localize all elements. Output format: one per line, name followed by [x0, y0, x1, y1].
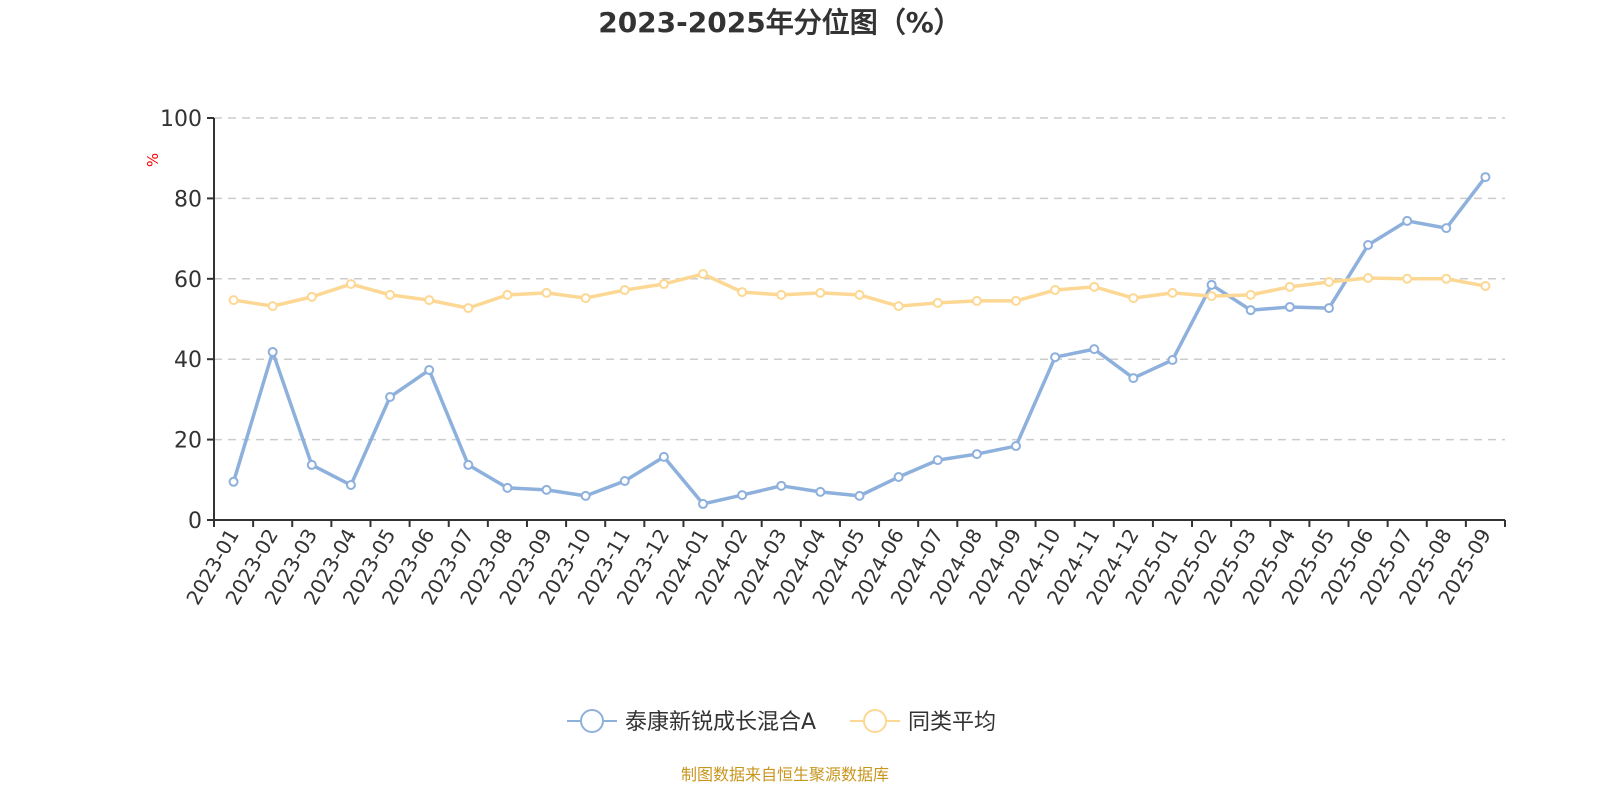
data-point	[502, 289, 513, 300]
legend-label: 同类平均	[908, 710, 996, 735]
data-point	[1167, 355, 1178, 366]
legend-marker	[863, 709, 887, 733]
data-point	[815, 486, 826, 497]
data-point	[1402, 215, 1413, 226]
y-tick-label: 80	[174, 187, 202, 212]
data-point	[541, 484, 552, 495]
data-point	[932, 455, 943, 466]
y-tick-label: 100	[160, 107, 202, 132]
y-tick-label: 20	[174, 429, 202, 454]
data-point	[893, 471, 904, 482]
legend-marker	[580, 709, 604, 733]
data-point	[698, 268, 709, 279]
data-point	[345, 480, 356, 491]
y-tick-label: 0	[188, 509, 202, 534]
data-point	[1245, 289, 1256, 300]
data-point	[580, 490, 591, 501]
data-point	[971, 449, 982, 460]
data-point	[1480, 172, 1491, 183]
data-point	[658, 451, 669, 462]
data-point	[932, 297, 943, 308]
data-point	[1206, 291, 1217, 302]
data-point	[776, 480, 787, 491]
data-point	[385, 289, 396, 300]
data-point	[228, 476, 239, 487]
data-point	[1402, 273, 1413, 284]
data-point	[854, 490, 865, 501]
data-point	[619, 476, 630, 487]
data-point	[1323, 303, 1334, 314]
data-point	[1441, 273, 1452, 284]
data-point	[737, 490, 748, 501]
data-point	[1167, 287, 1178, 298]
source-note: 制图数据来自恒生聚源数据库	[681, 765, 889, 784]
data-point	[776, 289, 787, 300]
data-point	[1010, 441, 1021, 452]
chart-title: 2023-2025年分位图（%）	[598, 6, 962, 39]
data-point	[1050, 352, 1061, 363]
data-point	[1089, 344, 1100, 355]
data-point	[1089, 281, 1100, 292]
data-point	[971, 295, 982, 306]
data-point	[580, 293, 591, 304]
data-point	[1284, 281, 1295, 292]
data-point	[854, 289, 865, 300]
data-point	[463, 303, 474, 314]
data-point	[1363, 240, 1374, 251]
data-point	[463, 459, 474, 470]
y-tick-label: 60	[174, 268, 202, 293]
data-point	[1128, 293, 1139, 304]
data-point	[1441, 223, 1452, 234]
data-point	[502, 482, 513, 493]
data-point	[658, 279, 669, 290]
data-point	[424, 295, 435, 306]
data-point	[1480, 281, 1491, 292]
data-point	[228, 295, 239, 306]
legend-label: 泰康新锐成长混合A	[625, 710, 816, 735]
data-point	[267, 346, 278, 357]
data-point	[815, 287, 826, 298]
data-point	[893, 301, 904, 312]
data-point	[1050, 285, 1061, 296]
data-point	[1128, 373, 1139, 384]
data-point	[385, 391, 396, 402]
data-point	[1010, 295, 1021, 306]
data-point	[345, 279, 356, 290]
data-point	[1363, 272, 1374, 283]
data-point	[424, 365, 435, 376]
data-point	[619, 285, 630, 296]
y-tick-label: 40	[174, 348, 202, 373]
data-point	[737, 287, 748, 298]
data-point	[306, 291, 317, 302]
data-point	[1245, 305, 1256, 316]
data-point	[267, 301, 278, 312]
data-point	[541, 287, 552, 298]
series-line	[231, 176, 1487, 506]
data-point	[306, 459, 317, 470]
data-point	[1206, 279, 1217, 290]
data-point	[1284, 301, 1295, 312]
data-point	[1323, 277, 1334, 288]
data-point	[698, 498, 709, 509]
y-axis-label: %	[144, 153, 162, 167]
